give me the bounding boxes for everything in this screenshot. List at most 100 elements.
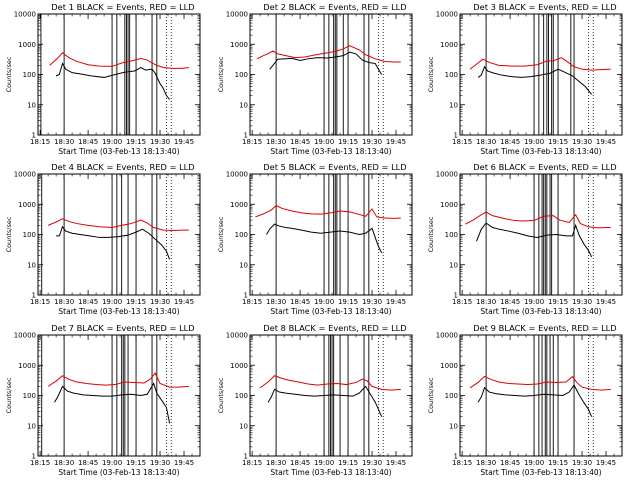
panel-6: Det 6 BLACK = Events, RED = LLD Counts/se… [427,162,623,316]
x-axis-label: Start Time (03-Feb-13 18:13:40) [58,468,179,477]
y-tick-label: 10000 [226,171,248,179]
panel-1: Det 1 BLACK = Events, RED = LLD Counts/se… [5,2,201,156]
panel-3: Det 3 BLACK = Events, RED = LLD Counts/se… [427,2,623,156]
lld-series-line [47,218,189,232]
y-axis-label: Counts/sec [427,377,435,413]
panel-title: Det 7 BLACK = Events, RED = LLD [51,323,194,333]
x-tick-label: 18:15 [452,138,472,146]
lld-series-line [255,205,401,219]
y-tick-label: 10 [239,261,248,269]
plot-frame [37,13,201,136]
y-tick-label: 100 [445,392,458,400]
y-tick-label: 100 [445,71,458,79]
x-tick-label: 19:30 [150,138,170,146]
y-tick-label: 1000 [230,201,248,209]
panel-title: Det 4 BLACK = Events, RED = LLD [51,162,194,172]
x-tick-label: 19:45 [174,298,194,306]
plot-area [41,174,189,295]
y-tick-label: 100 [235,392,248,400]
y-tick-label: 1000 [230,41,248,49]
x-tick-label: 19:45 [174,459,194,467]
panel-2: Det 2 BLACK = Events, RED = LLD Counts/se… [217,2,413,156]
panel-title: Det 9 BLACK = Events, RED = LLD [473,323,616,333]
x-tick-label: 18:45 [78,138,98,146]
plot-frame [37,173,201,296]
x-tick-label: 19:00 [524,298,544,306]
y-tick-label: 10000 [14,332,36,340]
y-tick-label: 10000 [436,171,458,179]
y-tick-label: 1 [32,132,36,140]
y-axis-label: Counts/sec [5,56,13,92]
y-tick-label: 1 [244,292,248,300]
y-tick-label: 1 [244,132,248,140]
panel-title: Det 3 BLACK = Events, RED = LLD [473,2,616,12]
x-tick-label: 19:30 [572,138,592,146]
x-tick-label: 18:30 [54,459,74,467]
x-tick-label: 19:30 [362,298,382,306]
x-tick-label: 19:15 [126,298,146,306]
x-tick-label: 18:30 [476,459,496,467]
lld-series-line [259,375,401,391]
x-tick-label: 19:30 [150,298,170,306]
x-tick-label: 18:45 [500,138,520,146]
x-axis-label: Start Time (03-Feb-13 18:13:40) [58,147,179,156]
x-tick-label: 18:30 [476,298,496,306]
x-tick-label: 18:45 [290,138,310,146]
y-tick-label: 1000 [230,362,248,370]
y-tick-label: 10000 [226,332,248,340]
x-axis-label: Start Time (03-Feb-13 18:13:40) [58,307,179,316]
lld-series-line [469,57,611,71]
y-tick-label: 1 [32,292,36,300]
x-tick-label: 18:45 [500,459,520,467]
events-series-line [266,223,383,253]
lld-series-line [47,372,189,388]
x-tick-label: 18:15 [242,298,262,306]
panel-title: Det 5 BLACK = Events, RED = LLD [263,162,406,172]
y-tick-label: 10000 [436,11,458,19]
y-tick-label: 1000 [440,201,458,209]
plot-area [469,14,611,135]
x-tick-label: 19:15 [126,138,146,146]
panel-8: Det 8 BLACK = Events, RED = LLD Counts/se… [217,323,413,477]
y-tick-label: 100 [23,231,36,239]
x-tick-label: 18:15 [30,298,50,306]
x-axis-label: Start Time (03-Feb-13 18:13:40) [270,147,391,156]
x-tick-label: 18:15 [452,459,472,467]
x-axis-label: Start Time (03-Feb-13 18:13:40) [270,307,391,316]
plot-frame [249,13,413,136]
events-series-line [477,65,593,95]
x-tick-label: 19:45 [174,138,194,146]
y-axis-label: Counts/sec [217,377,225,413]
x-tick-label: 19:30 [572,459,592,467]
y-tick-label: 100 [235,71,248,79]
x-tick-label: 19:00 [524,459,544,467]
y-tick-label: 1000 [18,201,36,209]
x-tick-label: 18:15 [242,138,262,146]
x-axis-label: Start Time (03-Feb-13 18:13:40) [480,468,601,477]
x-tick-label: 19:15 [338,298,358,306]
panel-4: Det 4 BLACK = Events, RED = LLD Counts/se… [5,162,201,316]
plot-area [469,335,611,456]
lld-series-line [49,52,189,69]
y-tick-label: 10 [449,261,458,269]
y-tick-label: 10000 [14,171,36,179]
x-tick-label: 19:45 [596,138,616,146]
panel-5: Det 5 BLACK = Events, RED = LLD Counts/se… [217,162,413,316]
y-tick-label: 10 [239,422,248,430]
plot-frame [459,334,623,457]
events-series-line [476,222,593,258]
x-tick-label: 19:15 [126,459,146,467]
y-tick-label: 100 [445,231,458,239]
x-tick-label: 19:45 [596,459,616,467]
events-series-line [477,384,593,417]
x-tick-label: 18:30 [476,138,496,146]
x-tick-label: 19:30 [572,298,592,306]
panel-title: Det 1 BLACK = Events, RED = LLD [51,2,194,12]
lld-series-line [469,375,611,391]
y-tick-label: 10000 [226,11,248,19]
events-series-line [56,225,171,260]
x-tick-label: 18:45 [78,298,98,306]
y-tick-label: 1000 [440,41,458,49]
x-tick-label: 18:15 [30,459,50,467]
x-tick-label: 19:00 [524,138,544,146]
